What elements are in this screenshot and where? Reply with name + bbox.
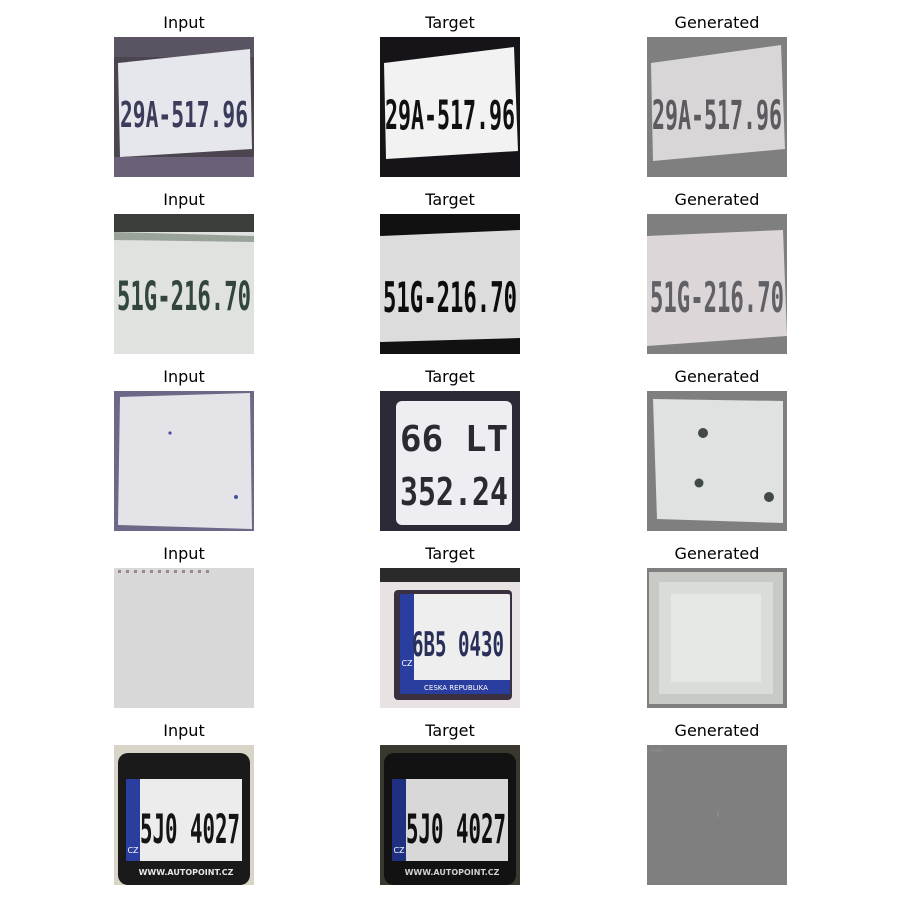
plate-line-2: 352.24	[400, 470, 508, 514]
panel-title: Target	[425, 367, 475, 386]
panel-title: Input	[163, 544, 205, 563]
plate-line-1: 66 LT	[400, 419, 508, 460]
panel-title: Generated	[674, 190, 760, 209]
plate-number: 6B5 0430	[412, 625, 504, 665]
row4-generated-panel: Generated	[647, 544, 787, 708]
row4-input-image	[114, 568, 254, 708]
row1-target-panel: Target 29A-517.96	[380, 13, 520, 177]
panel-title: Input	[163, 13, 205, 32]
row3-generated-panel: Generated	[647, 367, 787, 531]
row3-generated-image	[647, 391, 787, 531]
row3-input-image	[114, 391, 254, 531]
panel-title: Generated	[674, 544, 760, 563]
panel-title: Target	[425, 721, 475, 740]
row1-generated-panel: Generated 29A-517.96	[647, 13, 787, 177]
row1-target-image: 29A-517.96	[380, 37, 520, 177]
plate-number: 29A-517.96	[120, 95, 248, 136]
plate-number: 29A-517.96	[652, 93, 782, 139]
panel-title: Generated	[674, 367, 760, 386]
country-code: CZ	[401, 659, 413, 668]
country-code: CZ	[127, 846, 139, 855]
row2-input-image: 51G-216.70	[114, 214, 254, 354]
row3-target-panel: Target 66 LT 352.24	[380, 367, 520, 531]
row2-target-panel: Target 51G-216.70	[380, 190, 520, 354]
plate-number: 51G-216.70	[117, 274, 251, 320]
row2-target-image: 51G-216.70	[380, 214, 520, 354]
panel-title: Target	[425, 544, 475, 563]
panel-title: Target	[425, 13, 475, 32]
plate-number: 5J0 4027	[140, 807, 240, 853]
row2-generated-panel: Generated 51G-216.70	[647, 190, 787, 354]
country-code: CZ	[393, 846, 405, 855]
panel-title: Input	[163, 190, 205, 209]
panel-title: Input	[163, 367, 205, 386]
panel-title: Target	[425, 190, 475, 209]
plate-number: 5J0 4027	[406, 807, 506, 853]
row5-generated-panel: Generated	[647, 721, 787, 885]
row4-input-panel: Input	[114, 544, 254, 708]
row5-target-panel: Target CZ 5J0 4027 WWW.AUTOPOINT.CZ	[380, 721, 520, 885]
row1-input-image: 29A-517.96	[114, 37, 254, 177]
panel-title: Generated	[674, 721, 760, 740]
row5-target-image: CZ 5J0 4027 WWW.AUTOPOINT.CZ	[380, 745, 520, 885]
row3-input-panel: Input	[114, 367, 254, 531]
row1-input-panel: Input 29A-517.96	[114, 13, 254, 177]
row5-generated-image	[647, 745, 787, 885]
plate-number: 51G-216.70	[650, 273, 784, 322]
plate-footer: WWW.AUTOPOINT.CZ	[139, 868, 234, 877]
row1-generated-image: 29A-517.96	[647, 37, 787, 177]
row4-generated-image	[647, 568, 787, 708]
row5-input-image: CZ 5J0 4027 WWW.AUTOPOINT.CZ	[114, 745, 254, 885]
plate-footer: CESKA REPUBLIKA	[424, 684, 488, 692]
panel-title: Input	[163, 721, 205, 740]
plate-number: 29A-517.96	[385, 93, 515, 139]
row5-input-panel: Input CZ 5J0 4027 WWW.AUTOPOINT.CZ	[114, 721, 254, 885]
row2-generated-image: 51G-216.70	[647, 214, 787, 354]
plate-footer: WWW.AUTOPOINT.CZ	[405, 868, 500, 877]
panel-title: Generated	[674, 13, 760, 32]
plate-number: 51G-216.70	[383, 273, 517, 322]
row4-target-image: CZ CESKA REPUBLIKA 6B5 0430	[380, 568, 520, 708]
row2-input-panel: Input 51G-216.70	[114, 190, 254, 354]
row4-target-panel: Target CZ CESKA REPUBLIKA 6B5 0430	[380, 544, 520, 708]
row3-target-image: 66 LT 352.24	[380, 391, 520, 531]
